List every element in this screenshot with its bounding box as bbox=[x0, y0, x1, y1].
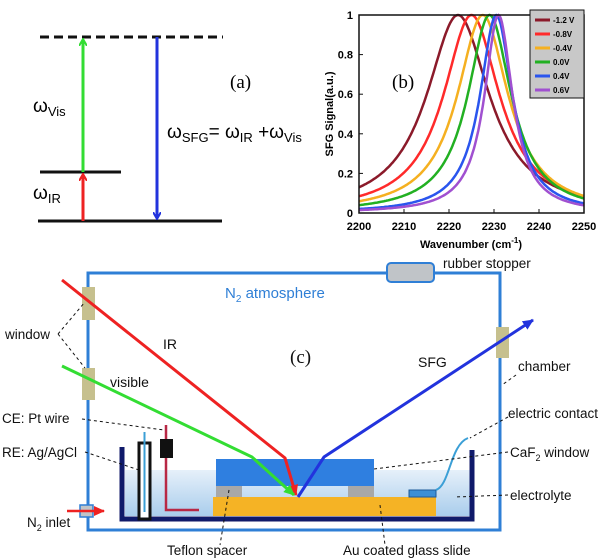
legend-label-2: -0.4V bbox=[553, 44, 573, 53]
axis-ticks: 2200 2210 2220 2230 2240 2250 0 0.2 0.4 0.6 0.8 1 bbox=[338, 10, 597, 233]
ce-label: CE: Pt wire bbox=[2, 411, 70, 426]
caf2-window bbox=[216, 459, 374, 486]
legend-label-4: 0.4V bbox=[553, 72, 570, 81]
ir-label: IR bbox=[163, 336, 177, 352]
au-coated-glass-slide bbox=[213, 497, 436, 516]
panel-c-label: (c) bbox=[290, 347, 311, 368]
ir-beam bbox=[61, 278, 298, 496]
electrolyte-label: electrolyte bbox=[510, 488, 572, 503]
y-tick-label: 0.8 bbox=[338, 50, 353, 62]
electric-contact-pad bbox=[408, 489, 437, 498]
x-tick-label: 2240 bbox=[527, 221, 551, 233]
x-tick-label: 2220 bbox=[437, 221, 461, 233]
rubber-stopper-label: rubber stopper bbox=[443, 256, 531, 271]
series-line-3 bbox=[358, 13, 585, 207]
x-axis-label: Wavenumber (cm-1) bbox=[420, 236, 522, 251]
window-visible bbox=[82, 368, 95, 400]
plot-frame bbox=[358, 14, 585, 214]
sfg-label: SFG bbox=[418, 354, 447, 370]
electric-contact-label: electric contact bbox=[508, 406, 598, 421]
rubber-stopper bbox=[386, 262, 435, 283]
teflon-spacer-label: Teflon spacer bbox=[167, 543, 248, 558]
visible-label: visible bbox=[110, 374, 149, 390]
n2-inlet-label: N2 inlet bbox=[27, 515, 71, 533]
legend-label-0: -1.2 V bbox=[553, 16, 575, 25]
chamber-label: chamber bbox=[518, 359, 571, 374]
y-tick-label: 1 bbox=[347, 10, 353, 22]
x-tick-label: 2200 bbox=[347, 221, 371, 233]
sfg-spectra-chart: 2200 2210 2220 2230 2240 2250 0 0.2 0.4 0.6 0.8 1 S… bbox=[324, 9, 597, 251]
window-ir bbox=[82, 287, 95, 320]
legend-label-5: 0.6V bbox=[553, 86, 570, 95]
series-line-4 bbox=[358, 13, 585, 211]
cell-schematic: N2 atmosphere rubber stopper window IR v… bbox=[2, 256, 598, 558]
omega-ir-label: ωIR bbox=[33, 183, 61, 206]
omega-vis-label: ωVis bbox=[33, 96, 66, 119]
visible-beam bbox=[61, 364, 296, 497]
energy-diagram: ωVis ωIR ωSFG= ωIR +ωVis (a) bbox=[33, 35, 302, 223]
window-sfg bbox=[496, 327, 509, 358]
teflon-spacer-right bbox=[348, 486, 374, 497]
y-axis-label: SFG Signal(a.u.) bbox=[324, 71, 336, 156]
electrochemical-tub bbox=[119, 447, 475, 522]
y-tick-label: 0.2 bbox=[338, 168, 353, 180]
y-tick-label: 0.4 bbox=[338, 129, 354, 141]
series-line-5 bbox=[358, 13, 585, 212]
legend: -1.2 V -0.8V -0.4V 0.0V 0.4V 0.6V bbox=[529, 9, 585, 99]
legend-label-3: 0.0V bbox=[553, 58, 570, 67]
sfg-formula: ωSFG= ωIR +ωVis bbox=[167, 122, 302, 145]
counter-electrode-holder bbox=[160, 439, 173, 458]
y-tick-label: 0 bbox=[347, 208, 353, 220]
au-slide-label: Au coated glass slide bbox=[343, 543, 471, 558]
re-label: RE: Ag/AgCl bbox=[2, 445, 77, 460]
series-line-2 bbox=[358, 13, 585, 203]
panel-b-label: (b) bbox=[392, 72, 414, 93]
caf2-window-label: CaF2 window bbox=[510, 445, 590, 463]
contact-wire bbox=[435, 437, 469, 491]
x-tick-label: 2250 bbox=[572, 221, 596, 233]
curves bbox=[358, 13, 585, 212]
y-tick-label: 0.6 bbox=[338, 89, 353, 101]
x-tick-label: 2210 bbox=[392, 221, 416, 233]
panel-a-label: (a) bbox=[230, 72, 251, 93]
x-tick-label: 2230 bbox=[482, 221, 506, 233]
chamber bbox=[86, 271, 502, 532]
leader-lines bbox=[57, 301, 517, 546]
window-label: window bbox=[4, 327, 50, 342]
legend-label-1: -0.8V bbox=[553, 30, 573, 39]
sfg-beam bbox=[296, 318, 534, 498]
legend-box bbox=[529, 9, 585, 99]
n2-atmosphere-label: N2 atmosphere bbox=[225, 285, 325, 305]
